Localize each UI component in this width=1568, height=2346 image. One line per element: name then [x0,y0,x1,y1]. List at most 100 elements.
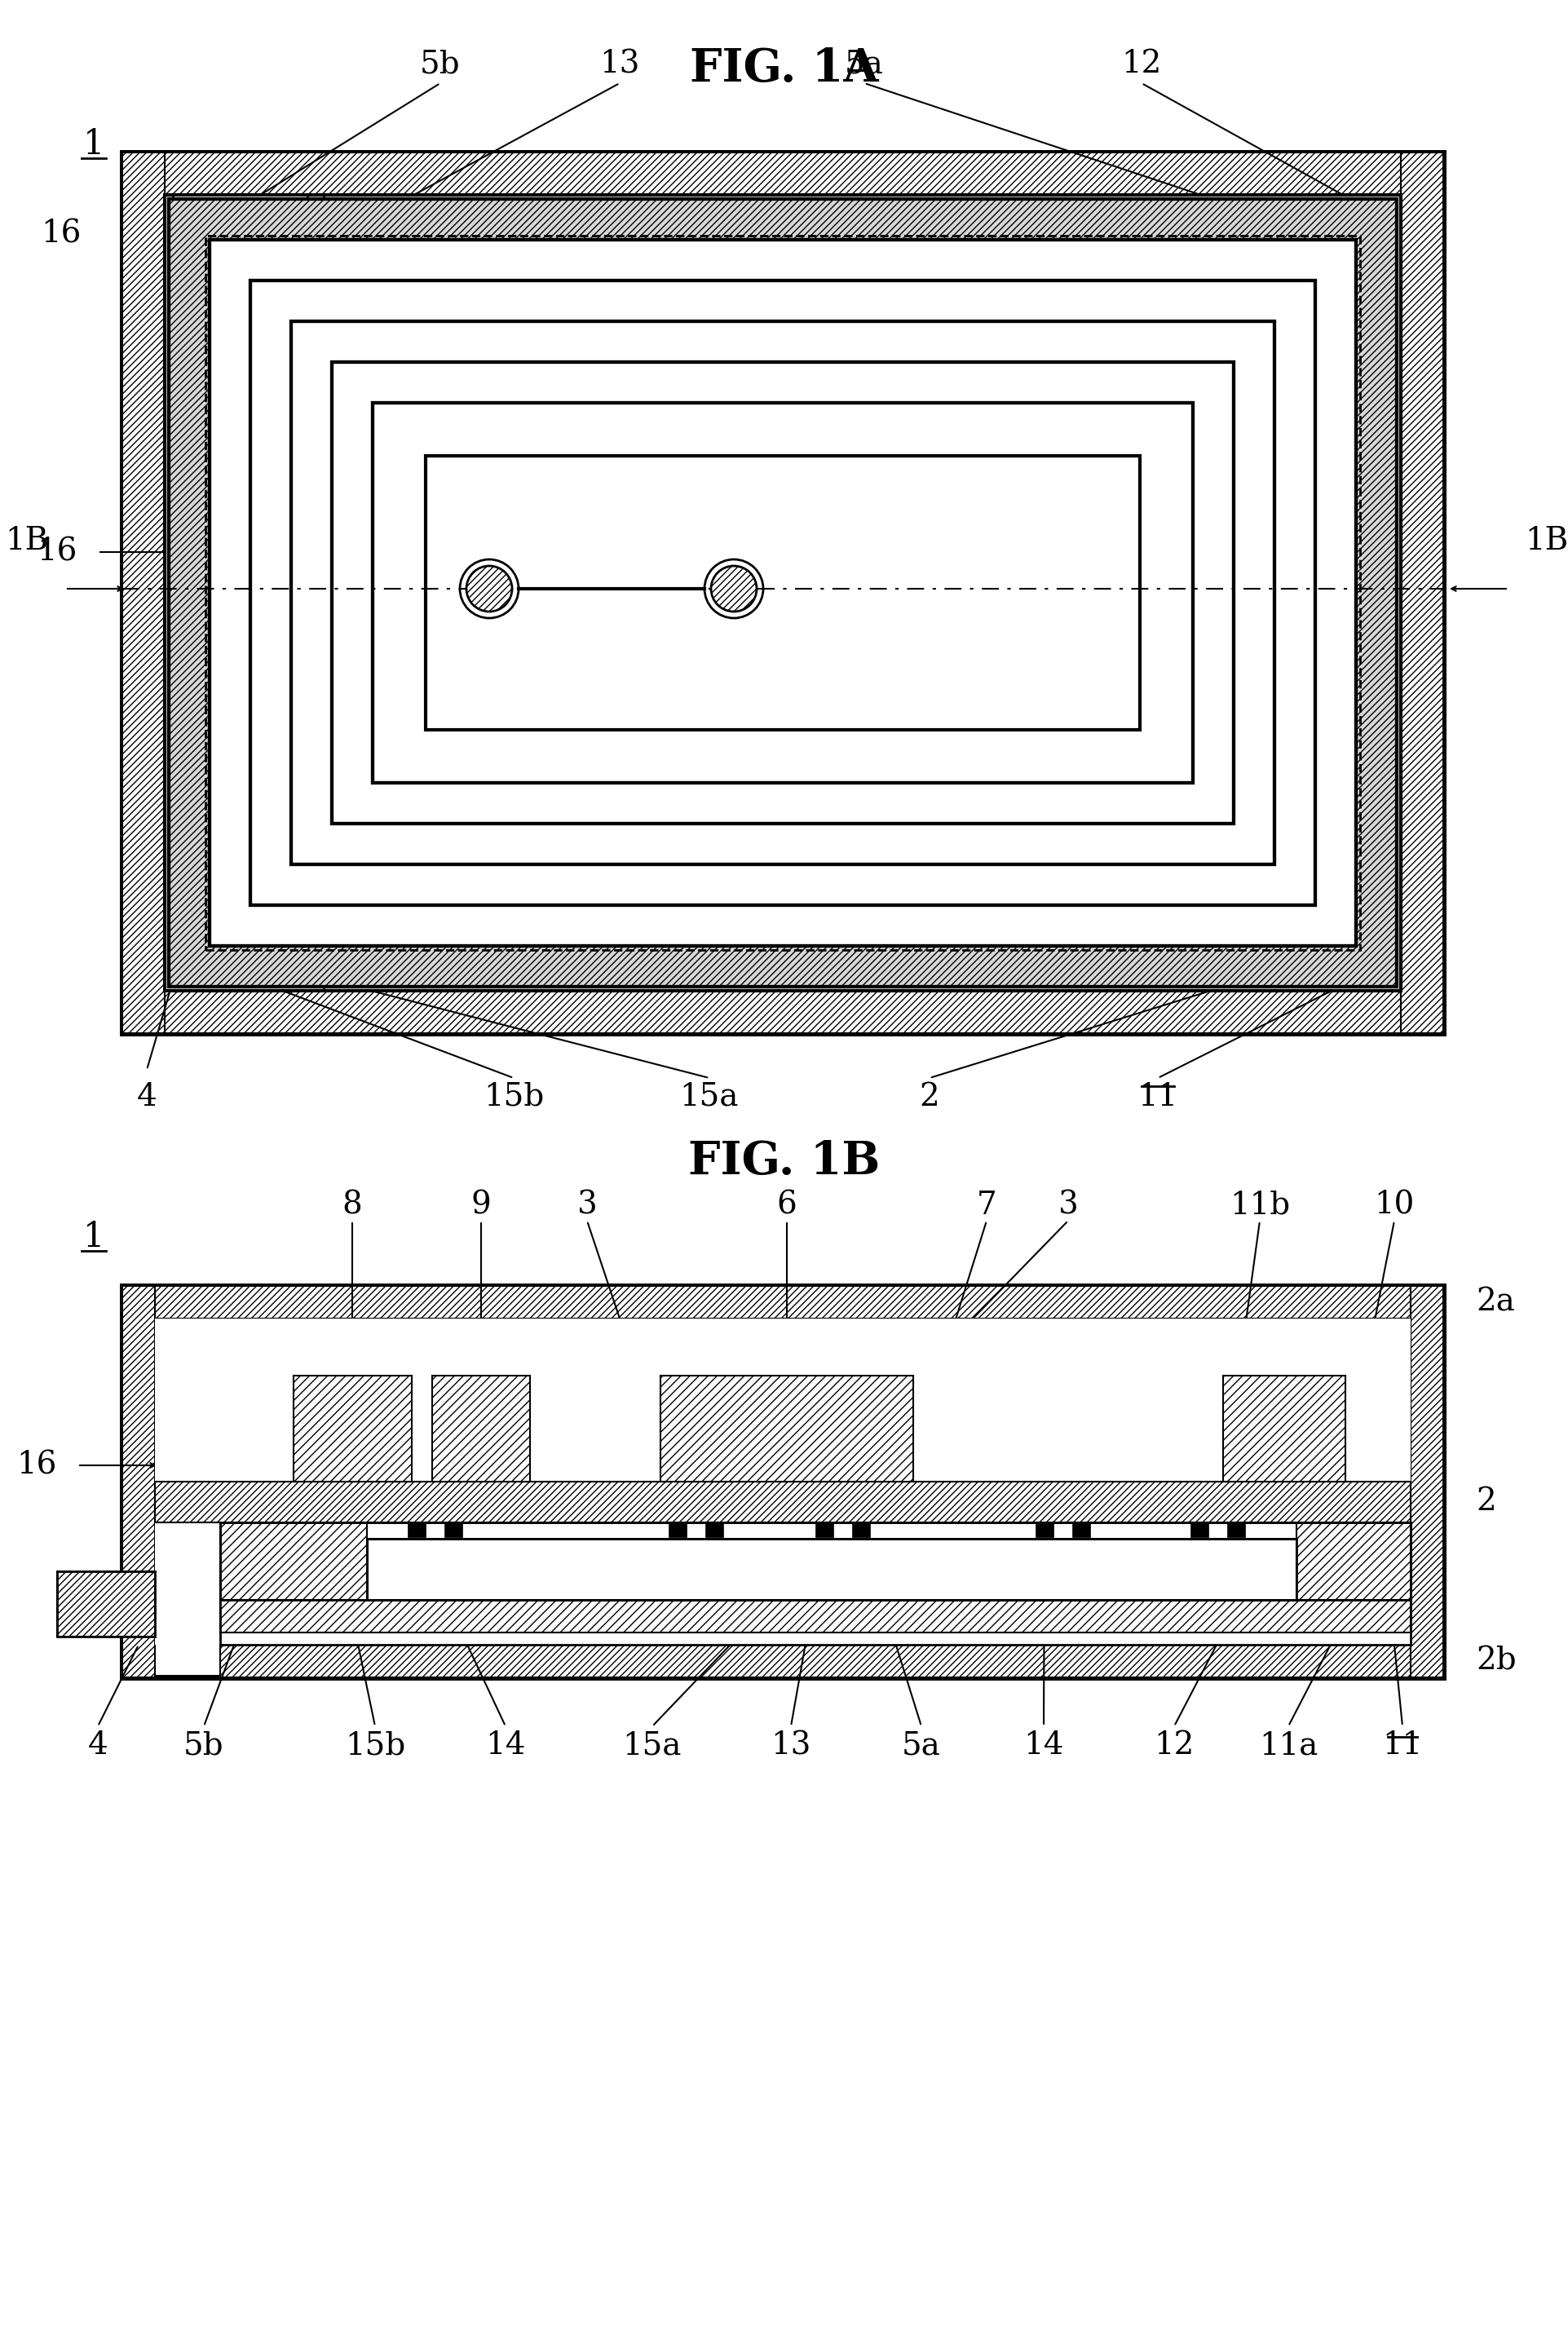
Text: 12: 12 [1121,49,1160,80]
Text: 5a: 5a [902,1731,941,1760]
Bar [660,1375,913,1483]
Bar [220,1523,1410,1645]
Bar [373,404,1192,784]
Bar [251,282,1314,906]
Bar [815,1523,833,1537]
Bar [122,1286,155,1677]
Bar [1035,1523,1054,1537]
Bar [210,239,1355,945]
Text: 2: 2 [1475,1487,1496,1518]
Bar [172,594,307,664]
Circle shape [710,565,756,612]
Text: 15b: 15b [483,1082,544,1112]
Bar [122,152,1443,1032]
Text: 15a: 15a [622,1731,682,1760]
Bar [122,152,165,1032]
Text: 9: 9 [470,1189,491,1220]
Bar [210,239,1355,945]
Bar [668,1523,687,1537]
Bar [431,1375,530,1483]
Bar [332,361,1232,823]
Text: FIG. 1B: FIG. 1B [688,1140,880,1185]
Text: 5a: 5a [844,49,883,80]
Bar [155,1483,1410,1523]
Bar [1295,1523,1410,1600]
Bar [251,282,1314,906]
Text: 3: 3 [577,1189,597,1220]
Bar [165,152,1400,195]
Bar [425,455,1140,730]
Text: 11a: 11a [1258,1731,1317,1760]
Bar [165,195,1400,990]
Text: 2a: 2a [1475,1288,1515,1318]
Bar [220,1523,367,1600]
Bar [408,1523,425,1537]
Bar [210,239,1355,945]
Text: 11: 11 [1137,1082,1178,1112]
Text: 1: 1 [83,1220,105,1255]
Bar [172,350,307,420]
Text: 1B: 1B [6,526,49,556]
Text: 16: 16 [41,218,82,249]
Bar [425,455,1140,730]
Bar [172,267,307,338]
Bar [367,1539,1295,1600]
Text: 12: 12 [1154,1731,1193,1760]
Text: 2: 2 [919,1082,939,1112]
Bar [332,361,1232,823]
Text: 4: 4 [136,1082,157,1112]
Text: FIG. 1A: FIG. 1A [690,47,878,91]
Bar [220,1523,1410,1645]
Bar [220,1523,1410,1600]
Text: 5b: 5b [420,49,461,80]
Text: 16: 16 [17,1450,56,1480]
Text: 16: 16 [38,537,77,568]
Text: 11b: 11b [1229,1189,1289,1220]
Bar [851,1523,870,1537]
Bar [1071,1523,1090,1537]
Bar [155,1523,237,1645]
Bar [373,404,1192,784]
Bar [56,1572,155,1638]
Text: 14: 14 [485,1731,525,1760]
Text: 13: 13 [599,49,640,80]
Bar [169,199,1396,988]
Bar [169,199,1396,988]
Bar [444,1523,463,1537]
Bar [367,1539,1295,1600]
Bar [56,1572,155,1638]
Text: 7: 7 [975,1189,996,1220]
Bar [1400,152,1443,1032]
Bar [169,199,1396,988]
Bar [205,235,1359,950]
Text: 1: 1 [83,127,105,162]
Bar [251,282,1314,906]
Bar [172,676,307,746]
Text: 3: 3 [1057,1189,1077,1220]
Text: 6: 6 [776,1189,797,1220]
Text: 8: 8 [342,1189,362,1220]
Text: 2b: 2b [1475,1647,1516,1675]
Text: 14: 14 [1022,1731,1063,1760]
Bar [165,990,1400,1032]
Bar [155,1318,1410,1483]
Text: 15a: 15a [679,1082,739,1112]
Text: 5b: 5b [183,1731,224,1760]
Bar [155,1286,1410,1318]
Text: 15b: 15b [345,1731,405,1760]
Bar [373,404,1192,784]
Bar [706,1523,723,1537]
Bar [172,758,307,826]
Bar [293,1375,411,1483]
Circle shape [466,565,511,612]
Bar [332,361,1232,823]
Bar [220,1600,1410,1633]
Bar [1223,1375,1345,1483]
Bar [373,404,1192,784]
Text: 1B: 1B [1524,526,1568,556]
Bar [1226,1523,1245,1537]
Bar [122,1286,1443,1677]
Bar [172,514,307,582]
Bar [251,282,1314,906]
Bar [1190,1523,1207,1537]
